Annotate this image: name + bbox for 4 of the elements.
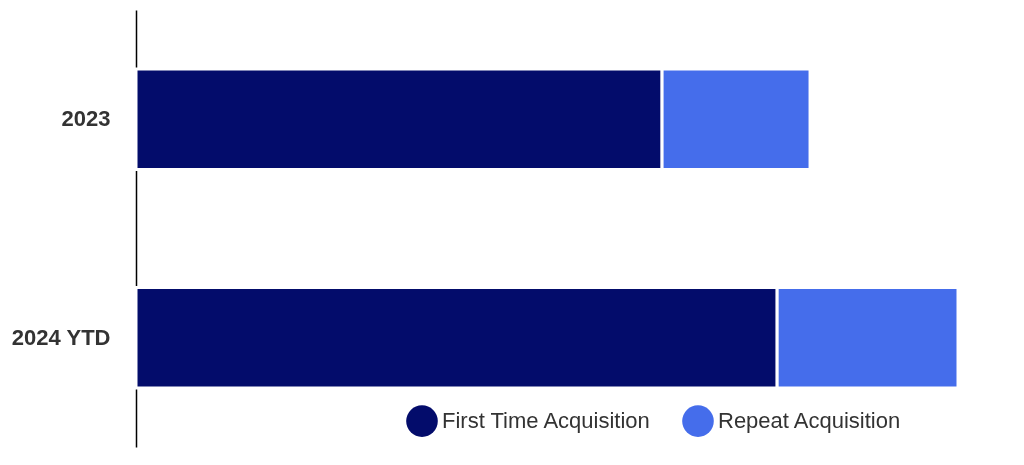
y-tick-label: 2024 YTD <box>11 324 111 350</box>
y-tick-label: 2023 <box>61 106 111 132</box>
legend-label: First Time Acquisition <box>442 408 650 434</box>
legend-label: Repeat Acquisition <box>718 408 901 434</box>
